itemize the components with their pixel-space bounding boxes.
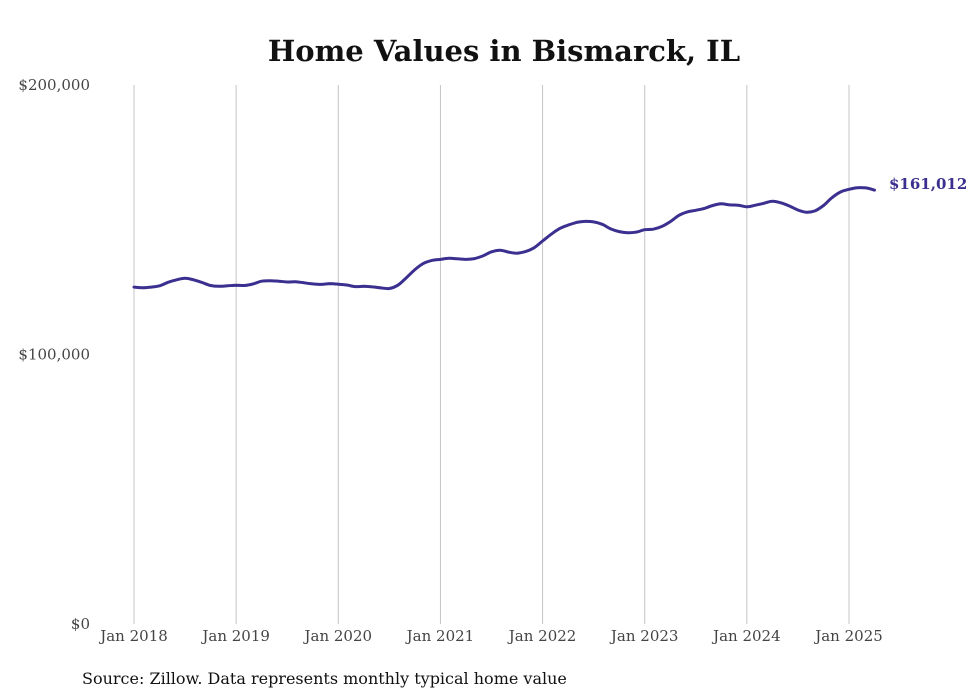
x-tick-label: Jan 2021 bbox=[405, 627, 475, 645]
x-axis: Jan 2018 Jan 2019 Jan 2020 Jan 2021 Jan 2022… bbox=[98, 627, 883, 645]
y-axis: $0 $100,000 $200,000 bbox=[18, 76, 90, 633]
home-value-line bbox=[132, 186, 876, 291]
chart-title: Home Values in Bismarck, IL bbox=[268, 34, 740, 68]
y-tick-label: $0 bbox=[71, 615, 90, 633]
last-value-label: $161,012 bbox=[889, 175, 967, 193]
y-tick-label: $100,000 bbox=[18, 346, 90, 364]
x-tick-label: Jan 2019 bbox=[200, 627, 270, 645]
y-tick-label: $200,000 bbox=[18, 76, 90, 94]
x-tick-label: Jan 2025 bbox=[813, 627, 883, 645]
x-tick-label: Jan 2023 bbox=[609, 627, 679, 645]
x-tick-label: Jan 2024 bbox=[711, 627, 781, 645]
x-tick-label: Jan 2020 bbox=[303, 627, 373, 645]
x-tick-label: Jan 2022 bbox=[507, 627, 577, 645]
source-note: Source: Zillow. Data represents monthly … bbox=[82, 669, 567, 688]
x-tick-label: Jan 2018 bbox=[98, 627, 168, 645]
vertical-gridlines bbox=[133, 85, 850, 624]
